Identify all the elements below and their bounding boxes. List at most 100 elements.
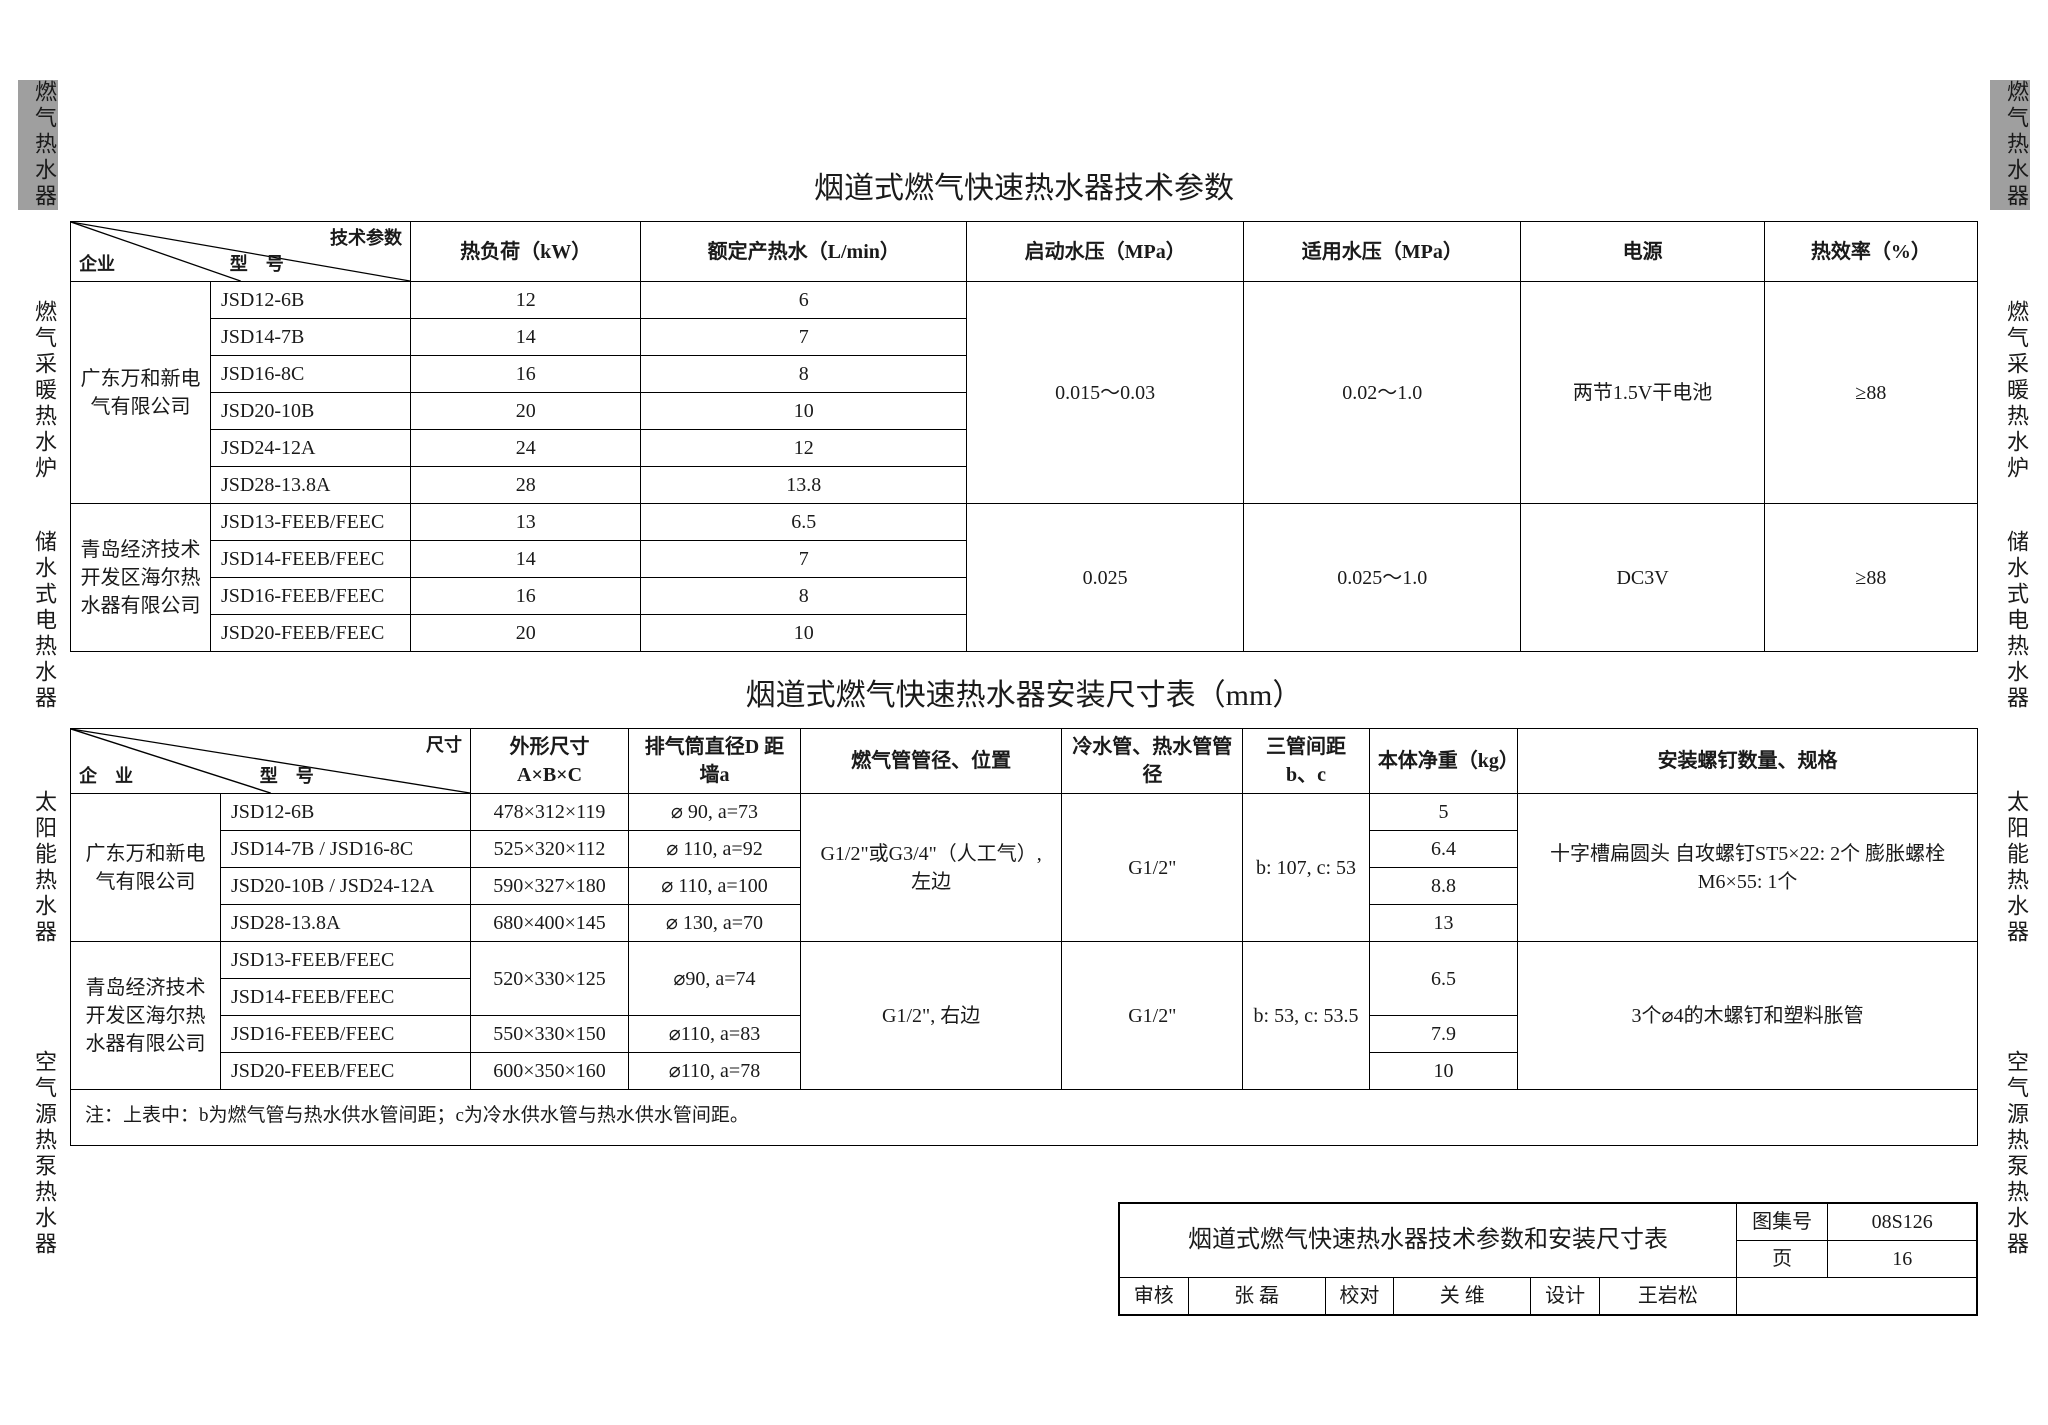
load-cell: 16 [411, 578, 641, 615]
weight-cell: 5 [1369, 794, 1517, 831]
water-cell: 6 [641, 282, 967, 319]
water-cell: 13.8 [641, 467, 967, 504]
screws-cell: 3个⌀4的木螺钉和塑料胀管 [1518, 942, 1978, 1090]
pipe-cell: ⌀110, a=83 [629, 1016, 801, 1053]
water-cell: 10 [641, 393, 967, 430]
side-tab: 空气源热泵热水器 [18, 1050, 58, 1258]
params-table: 技术参数 企业 型 号 热负荷（kW）额定产热水（L/min）启动水压（MPa）… [70, 221, 1978, 652]
load-cell: 16 [411, 356, 641, 393]
col-header: 启动水压（MPa） [967, 222, 1244, 282]
col-header: 燃气管管径、位置 [800, 729, 1062, 794]
load-cell: 20 [411, 393, 641, 430]
table1-title: 烟道式燃气快速热水器技术参数 [70, 163, 1978, 207]
weight-cell: 10 [1369, 1053, 1517, 1090]
col-header: 本体净重（kg） [1369, 729, 1517, 794]
side-tab: 储水式电热水器 [18, 530, 58, 712]
spacing-cell: b: 107, c: 53 [1243, 794, 1370, 942]
title-block: 烟道式燃气快速热水器技术参数和安装尺寸表 图集号 08S126 页 16 审核 … [1118, 1202, 1978, 1316]
model-cell: JSD16-FEEB/FEEC [211, 578, 411, 615]
col-header: 适用水压（MPa） [1244, 222, 1521, 282]
side-tab: 燃气采暖热水炉 [18, 300, 58, 482]
water-cell: 7 [641, 319, 967, 356]
enterprise-cell: 广东万和新电气有限公司 [71, 282, 211, 504]
proof-label: 校对 [1325, 1278, 1394, 1315]
size-cell: 550×330×150 [471, 1016, 629, 1053]
size-cell: 600×350×160 [471, 1053, 629, 1090]
eff-cell: ≥88 [1764, 282, 1977, 504]
model-cell: JSD12-6B [221, 794, 471, 831]
model-cell: JSD20-FEEB/FEEC [221, 1053, 471, 1090]
model-cell: JSD20-FEEB/FEEC [211, 615, 411, 652]
weight-cell: 7.9 [1369, 1016, 1517, 1053]
atlas-number: 08S126 [1828, 1204, 1977, 1241]
use-pressure: 0.025～1.0 [1244, 504, 1521, 652]
model-cell: JSD16-8C [211, 356, 411, 393]
gas-cell: G1/2", 右边 [800, 942, 1062, 1090]
water-cell: 8 [641, 578, 967, 615]
col-header: 安装螺钉数量、规格 [1518, 729, 1978, 794]
weight-cell: 13 [1369, 905, 1517, 942]
start-pressure: 0.015～0.03 [967, 282, 1244, 504]
model-cell: JSD16-FEEB/FEEC [221, 1016, 471, 1053]
water-cell: 6.5 [641, 504, 967, 541]
side-tab: 空气源热泵热水器 [1990, 1050, 2030, 1258]
enterprise-cell: 青岛经济技术开发区海尔热水器有限公司 [71, 504, 211, 652]
atlas-label: 图集号 [1736, 1204, 1827, 1241]
model-cell: JSD14-FEEB/FEEC [221, 979, 471, 1016]
pipe-cell: ⌀ 130, a=70 [629, 905, 801, 942]
power-cell: 两节1.5V干电池 [1521, 282, 1764, 504]
weight-cell: 8.8 [1369, 868, 1517, 905]
enterprise-cell: 广东万和新电气有限公司 [71, 794, 221, 942]
dimensions-table: 尺寸 企 业 型 号 外形尺寸A×B×C排气筒直径D 距墙a燃气管管径、位置冷水… [70, 728, 1978, 1090]
proof-name: 关 维 [1394, 1278, 1531, 1315]
pipe-cell: ⌀ 110, a=100 [629, 868, 801, 905]
size-cell: 520×330×125 [471, 942, 629, 1016]
model-cell: JSD13-FEEB/FEEC [211, 504, 411, 541]
load-cell: 28 [411, 467, 641, 504]
load-cell: 24 [411, 430, 641, 467]
gas-cell: G1/2"或G3/4"（人工气）, 左边 [800, 794, 1062, 942]
side-tab: 太阳能热水器 [18, 790, 58, 946]
design-name: 王岩松 [1599, 1278, 1736, 1315]
load-cell: 14 [411, 319, 641, 356]
model-cell: JSD28-13.8A [211, 467, 411, 504]
side-tab: 太阳能热水器 [1990, 790, 2030, 946]
col-header: 冷水管、热水管管径 [1062, 729, 1243, 794]
table2-title: 烟道式燃气快速热水器安装尺寸表（mm） [70, 670, 1978, 714]
side-tab: 燃气采暖热水炉 [1990, 300, 2030, 482]
side-tab: 储水式电热水器 [1990, 530, 2030, 712]
size-cell: 590×327×180 [471, 868, 629, 905]
enterprise-cell: 青岛经济技术开发区海尔热水器有限公司 [71, 942, 221, 1090]
water-cell: 10 [641, 615, 967, 652]
side-tab: 燃气热水器 [1990, 80, 2030, 210]
model-cell: JSD13-FEEB/FEEC [221, 942, 471, 979]
eff-cell: ≥88 [1764, 504, 1977, 652]
design-label: 设计 [1531, 1278, 1600, 1315]
spacing-cell: b: 53, c: 53.5 [1243, 942, 1370, 1090]
load-cell: 12 [411, 282, 641, 319]
model-cell: JSD24-12A [211, 430, 411, 467]
cold-cell: G1/2" [1062, 942, 1243, 1090]
col-header: 额定产热水（L/min） [641, 222, 967, 282]
col-header: 热效率（%） [1764, 222, 1977, 282]
col-header: 外形尺寸A×B×C [471, 729, 629, 794]
model-cell: JSD12-6B [211, 282, 411, 319]
col-header: 三管间距b、c [1243, 729, 1370, 794]
pipe-cell: ⌀90, a=74 [629, 942, 801, 1016]
drawing-title: 烟道式燃气快速热水器技术参数和安装尺寸表 [1120, 1204, 1737, 1278]
start-pressure: 0.025 [967, 504, 1244, 652]
col-header: 电源 [1521, 222, 1764, 282]
model-cell: JSD14-FEEB/FEEC [211, 541, 411, 578]
use-pressure: 0.02～1.0 [1244, 282, 1521, 504]
col-header: 热负荷（kW） [411, 222, 641, 282]
pipe-cell: ⌀ 90, a=73 [629, 794, 801, 831]
model-cell: JSD20-10B / JSD24-12A [221, 868, 471, 905]
model-cell: JSD20-10B [211, 393, 411, 430]
weight-cell: 6.5 [1369, 942, 1517, 1016]
review-label: 审核 [1120, 1278, 1189, 1315]
footnote: 注：上表中：b为燃气管与热水供水管间距；c为冷水供水管与热水供水管间距。 [71, 1090, 1977, 1145]
col-header: 排气筒直径D 距墙a [629, 729, 801, 794]
model-cell: JSD28-13.8A [221, 905, 471, 942]
water-cell: 7 [641, 541, 967, 578]
load-cell: 20 [411, 615, 641, 652]
